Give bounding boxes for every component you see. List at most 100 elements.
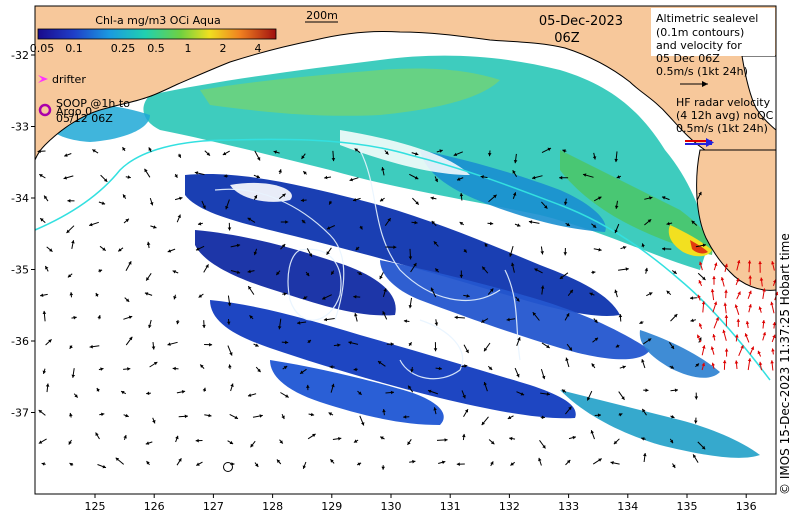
- velocity-arrow-head: [202, 387, 207, 392]
- longitude-tick-label: 132: [499, 500, 520, 513]
- velocity-arrow-head: [484, 243, 488, 247]
- velocity-arrow-head: [249, 315, 253, 319]
- velocity-arrow-head: [236, 270, 241, 274]
- velocity-arrow-head: [456, 462, 460, 466]
- velocity-arrow-head: [559, 175, 563, 180]
- velocity-arrow-head: [301, 220, 306, 224]
- velocity-arrow-head: [642, 408, 646, 413]
- colorbar-tick-label: 0.5: [147, 42, 165, 55]
- scale-bar-label: 200m: [306, 9, 338, 22]
- velocity-arrow-head: [331, 383, 335, 388]
- velocity-arrow-head: [205, 264, 209, 268]
- colorbar-tick-label: 0.1: [65, 42, 83, 55]
- velocity-arrow-head: [512, 170, 516, 174]
- longitude-tick-label: 130: [381, 500, 402, 513]
- velocity-arrow-head: [506, 317, 510, 322]
- velocity-arrow-head: [532, 312, 537, 316]
- velocity-arrow-head: [167, 342, 171, 346]
- latitude-tick-label: -34: [11, 192, 29, 205]
- velocity-arrow-head: [408, 305, 413, 309]
- hf-radar-arrow-head: [772, 279, 777, 283]
- colorbar-tick-label: 2: [220, 42, 227, 55]
- velocity-arrow-head: [198, 294, 203, 298]
- velocity-arrow-head: [569, 289, 573, 294]
- hf-radar-arrow-head: [740, 345, 744, 349]
- longitude-tick-label: 125: [85, 500, 106, 513]
- velocity-arrow-head: [236, 243, 241, 248]
- velocity-arrow-head: [308, 253, 312, 257]
- drifter-legend-label: drifter: [52, 73, 86, 86]
- velocity-arrow-head: [74, 394, 78, 398]
- velocity-arrow-head: [622, 246, 627, 250]
- velocity-arrow-head: [98, 269, 103, 273]
- velocity-arrow-head: [662, 247, 666, 251]
- velocity-arrow-head: [407, 441, 411, 445]
- velocity-arrow-head: [123, 194, 127, 198]
- velocity-arrow-head: [433, 241, 438, 245]
- velocity-arrow-head: [285, 340, 289, 345]
- velocity-arrow-head: [408, 342, 412, 346]
- velocity-arrow-head: [283, 292, 287, 296]
- hf-radar-arrow-head: [750, 346, 755, 350]
- velocity-arrow-head: [517, 337, 521, 341]
- velocity-arrow-head: [614, 205, 619, 209]
- hf-radar-arrow-head: [748, 290, 752, 295]
- hf-radar-arrow-head: [711, 362, 715, 366]
- velocity-arrow-head: [184, 414, 188, 419]
- velocity-arrow-head: [123, 435, 127, 439]
- velocity-arrow-head: [393, 245, 397, 249]
- velocity-arrow-head: [144, 292, 149, 296]
- velocity-arrow-head: [382, 409, 386, 413]
- longitude-tick-label: 129: [321, 500, 342, 513]
- velocity-arrow-head: [510, 462, 514, 466]
- velocity-arrow-head: [464, 409, 468, 413]
- velocity-arrow-head: [97, 315, 101, 319]
- velocity-arrow-head: [279, 440, 283, 444]
- velocity-arrow-head: [208, 413, 212, 418]
- velocity-arrow-head: [641, 437, 645, 441]
- velocity-arrow-head: [387, 218, 391, 222]
- velocity-arrow-head: [459, 222, 464, 226]
- velocity-arrow-head: [694, 396, 699, 400]
- velocity-arrow-head: [102, 247, 106, 251]
- velocity-arrow-head: [641, 359, 645, 363]
- hf-radar-arrow-head: [724, 263, 728, 268]
- velocity-arrow-head: [222, 151, 227, 156]
- velocity-arrow-head: [273, 150, 277, 154]
- velocity-arrow-head: [89, 222, 93, 227]
- velocity-arrow-head: [151, 346, 156, 350]
- velocity-arrow-head: [353, 198, 357, 202]
- velocity-arrow-head: [691, 220, 695, 225]
- hf-radar-arrow-head: [722, 360, 727, 364]
- velocity-arrow-head: [690, 296, 694, 300]
- colorbar: Chl-a mg/m3 OCi Aqua 0.05 0.1 0.25 0.5 1 2 4: [30, 14, 277, 55]
- velocity-arrow-head: [403, 415, 407, 419]
- velocity-arrow-head: [202, 205, 206, 209]
- velocity-arrow-head: [71, 240, 75, 244]
- hf-radar-arrow-head: [737, 291, 741, 295]
- velocity-arrow-head: [310, 412, 315, 417]
- argo-legend-label: Argo 0: [56, 105, 92, 118]
- velocity-arrow-head: [278, 169, 282, 173]
- velocity-arrow-head: [547, 147, 551, 152]
- velocity-arrow-head: [568, 406, 572, 411]
- longitude-tick-label: 134: [617, 500, 638, 513]
- hf-radar-arrow-head: [772, 334, 776, 339]
- velocity-arrow-head: [695, 363, 699, 367]
- velocity-arrow-head: [428, 389, 432, 394]
- velocity-arrow-head: [645, 388, 649, 393]
- velocity-arrow-head: [378, 361, 382, 365]
- hf-radar-arrow-head: [757, 350, 761, 355]
- velocity-arrow-head: [227, 302, 232, 307]
- velocity-arrow-head: [196, 247, 200, 251]
- velocity-arrow-head: [146, 277, 150, 281]
- velocity-arrow-head: [563, 201, 568, 205]
- velocity-arrow-head: [433, 407, 437, 411]
- velocity-arrow-head: [598, 458, 602, 462]
- velocity-arrow-head: [493, 194, 497, 199]
- velocity-arrow-head: [462, 433, 466, 438]
- velocity-arrow-head: [481, 421, 485, 426]
- velocity-arrow-head: [39, 174, 43, 178]
- latitude-tick-label: -33: [11, 121, 29, 134]
- velocity-arrow-head: [540, 285, 545, 289]
